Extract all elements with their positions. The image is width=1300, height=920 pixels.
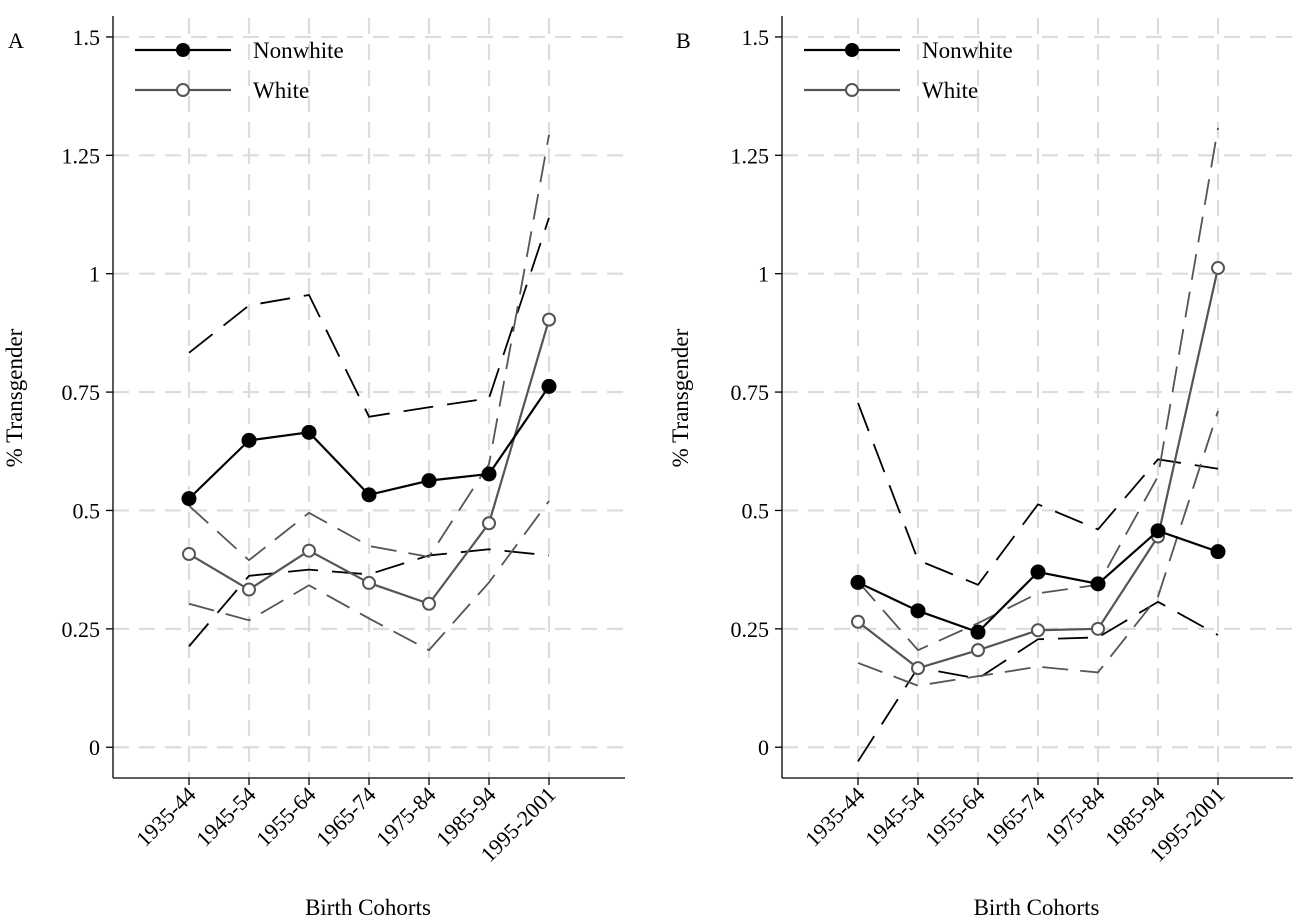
- x-tick-label: 1965-74: [980, 782, 1050, 852]
- panel-label: A: [8, 28, 24, 53]
- y-axis-title: % Transgender: [2, 328, 27, 467]
- x-tick-label: 1975-84: [371, 782, 441, 852]
- y-tick-label: 0.5: [73, 498, 101, 523]
- point-nonwhite: [481, 466, 497, 482]
- point-white: [1091, 621, 1105, 636]
- y-tick-label: 1: [89, 262, 100, 287]
- panel-a-chart: 0 0.25 0.5 0.75 1 1.25 1.5 1935-441945-541955-6…: [2, 16, 625, 920]
- point-white: [911, 661, 925, 676]
- point-white: [1211, 261, 1225, 276]
- y-tick-label: 1: [758, 262, 769, 287]
- legend-label: White: [922, 78, 978, 103]
- legend-label: White: [253, 78, 309, 103]
- x-tick-label: 1935-44: [800, 782, 870, 852]
- point-white: [182, 547, 196, 562]
- y-tick-label: 0.25: [62, 617, 101, 642]
- legend-marker: [176, 83, 190, 97]
- point-nonwhite: [301, 424, 317, 440]
- point-white: [851, 614, 865, 629]
- y-tick-label: 0.75: [731, 380, 770, 405]
- x-tick-label: 1945-54: [860, 782, 930, 852]
- x-tick-label: 1955-64: [920, 782, 990, 852]
- point-nonwhite: [1150, 523, 1166, 539]
- point-white: [362, 575, 376, 590]
- legend-label: Nonwhite: [253, 38, 344, 63]
- point-nonwhite: [361, 487, 377, 503]
- legend-marker: [845, 43, 859, 57]
- point-nonwhite: [1090, 576, 1106, 592]
- point-white: [242, 582, 256, 597]
- y-tick-label: 1.5: [73, 25, 101, 50]
- point-nonwhite: [1210, 544, 1226, 560]
- legend-marker: [845, 83, 859, 97]
- point-white: [302, 543, 316, 558]
- panel-b-chart: 0 0.25 0.5 0.75 1 1.25 1.5 1935-441945-541955-6…: [668, 16, 1293, 920]
- point-nonwhite: [181, 491, 197, 507]
- panel-label: B: [676, 28, 691, 53]
- y-tick-label: 0: [758, 735, 769, 760]
- x-tick-label: 1935-44: [131, 782, 201, 852]
- x-axis-title: Birth Cohorts: [974, 895, 1100, 920]
- point-nonwhite: [970, 624, 986, 640]
- ci-upper-line-nonwhite: [188, 217, 550, 418]
- point-nonwhite: [910, 603, 926, 619]
- legend-marker: [176, 43, 190, 57]
- point-nonwhite: [241, 432, 257, 448]
- ci-upper-line-white: [857, 127, 1219, 652]
- x-tick-label: 1945-54: [191, 782, 261, 852]
- point-nonwhite: [421, 473, 437, 489]
- ci-upper-line-white: [188, 134, 550, 562]
- y-tick-label: 1.25: [731, 143, 770, 168]
- x-tick-label: 1975-84: [1040, 782, 1110, 852]
- x-tick-label: 1965-74: [311, 782, 381, 852]
- ci-lower-line-nonwhite: [188, 548, 550, 647]
- y-tick-label: 0.25: [731, 617, 770, 642]
- point-nonwhite: [541, 378, 557, 394]
- y-tick-label: 0.5: [742, 498, 770, 523]
- legend-label: Nonwhite: [922, 38, 1013, 63]
- ci-lower-line-white: [857, 410, 1219, 687]
- point-white: [542, 312, 556, 327]
- point-white: [1031, 623, 1045, 638]
- point-nonwhite: [1030, 564, 1046, 580]
- ci-lower-line-white: [188, 500, 550, 652]
- x-axis-title: Birth Cohorts: [305, 895, 431, 920]
- point-white: [482, 516, 496, 531]
- point-white: [971, 643, 985, 658]
- ci-upper-line-nonwhite: [857, 402, 1219, 586]
- y-tick-label: 0.75: [62, 380, 101, 405]
- x-tick-label: 1955-64: [251, 782, 321, 852]
- point-white: [422, 596, 436, 611]
- y-tick-label: 1.25: [62, 143, 101, 168]
- point-nonwhite: [850, 574, 866, 590]
- y-tick-label: 1.5: [742, 25, 770, 50]
- y-tick-label: 0: [89, 735, 100, 760]
- y-axis-title: % Transgender: [668, 328, 693, 467]
